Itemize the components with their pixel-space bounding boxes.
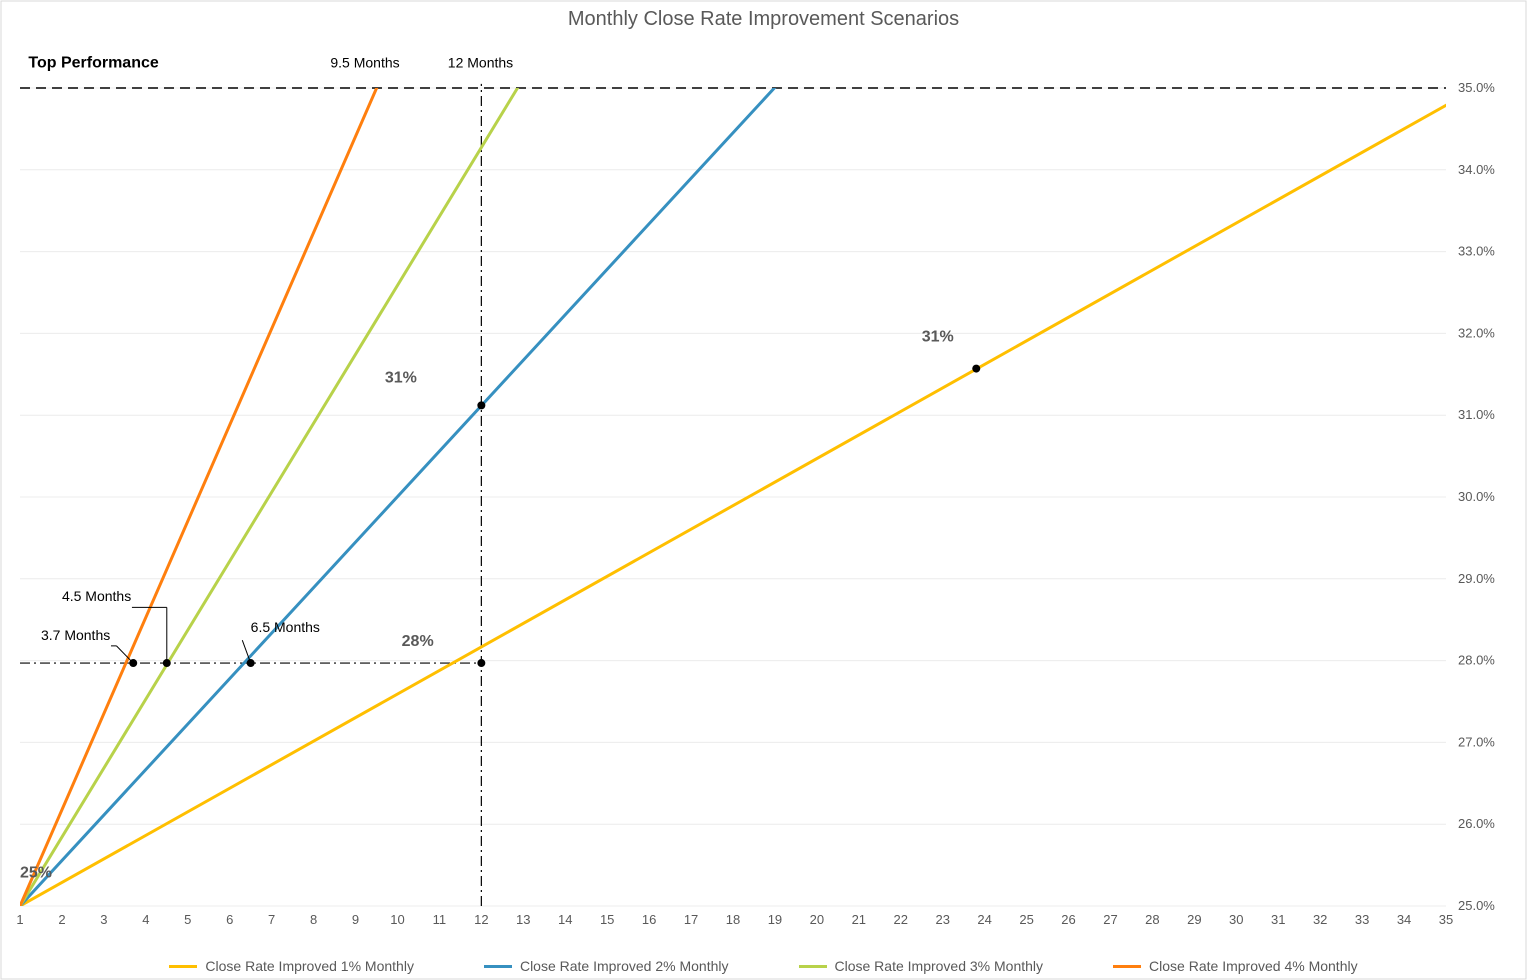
svg-text:26.0%: 26.0% xyxy=(1458,816,1495,831)
svg-text:24: 24 xyxy=(977,912,991,927)
svg-text:28.0%: 28.0% xyxy=(1458,653,1495,668)
legend-item: Close Rate Improved 3% Monthly xyxy=(799,958,1044,974)
svg-text:26: 26 xyxy=(1061,912,1075,927)
annotation: 31% xyxy=(385,369,417,386)
svg-text:13: 13 xyxy=(516,912,530,927)
legend-label: Close Rate Improved 1% Monthly xyxy=(205,958,414,974)
svg-text:25.0%: 25.0% xyxy=(1458,898,1495,913)
legend-swatch xyxy=(169,965,197,968)
svg-text:5: 5 xyxy=(184,912,191,927)
legend-swatch xyxy=(1113,965,1141,968)
svg-text:6: 6 xyxy=(226,912,233,927)
svg-text:7: 7 xyxy=(268,912,275,927)
legend-item: Close Rate Improved 2% Monthly xyxy=(484,958,729,974)
marker-dot xyxy=(972,365,980,373)
svg-text:32: 32 xyxy=(1313,912,1327,927)
svg-text:20: 20 xyxy=(810,912,824,927)
svg-text:1: 1 xyxy=(16,912,23,927)
annotation: 3.7 Months xyxy=(41,627,110,643)
svg-text:25: 25 xyxy=(1019,912,1033,927)
svg-text:18: 18 xyxy=(726,912,740,927)
legend-item: Close Rate Improved 4% Monthly xyxy=(1113,958,1358,974)
svg-text:33.0%: 33.0% xyxy=(1458,244,1495,259)
svg-text:16: 16 xyxy=(642,912,656,927)
svg-text:15: 15 xyxy=(600,912,614,927)
legend-label: Close Rate Improved 4% Monthly xyxy=(1149,958,1358,974)
svg-text:34: 34 xyxy=(1397,912,1411,927)
series-line xyxy=(20,0,1527,906)
svg-text:3: 3 xyxy=(100,912,107,927)
chart-legend: Close Rate Improved 1% Monthly Close Rate… xyxy=(0,958,1527,974)
legend-label: Close Rate Improved 2% Monthly xyxy=(520,958,729,974)
legend-label: Close Rate Improved 3% Monthly xyxy=(835,958,1044,974)
svg-text:30: 30 xyxy=(1229,912,1243,927)
annotation: 25% xyxy=(20,864,52,881)
annotation: 31% xyxy=(922,329,954,346)
svg-text:23: 23 xyxy=(935,912,949,927)
series-line xyxy=(20,0,1527,906)
svg-text:27.0%: 27.0% xyxy=(1458,734,1495,749)
svg-text:2: 2 xyxy=(58,912,65,927)
svg-text:9: 9 xyxy=(352,912,359,927)
svg-text:35.0%: 35.0% xyxy=(1458,80,1495,95)
annotation: 4.5 Months xyxy=(62,588,131,604)
svg-text:30.0%: 30.0% xyxy=(1458,489,1495,504)
svg-text:27: 27 xyxy=(1103,912,1117,927)
svg-text:12: 12 xyxy=(474,912,488,927)
svg-text:8: 8 xyxy=(310,912,317,927)
svg-text:Top Performance: Top Performance xyxy=(28,55,159,72)
marker-dot xyxy=(477,401,485,409)
annotation: 6.5 Months xyxy=(251,619,320,635)
svg-text:33: 33 xyxy=(1355,912,1369,927)
svg-text:14: 14 xyxy=(558,912,572,927)
svg-text:22: 22 xyxy=(894,912,908,927)
annotation: 12 Months xyxy=(448,55,513,71)
svg-text:4: 4 xyxy=(142,912,149,927)
legend-swatch xyxy=(799,965,827,968)
svg-text:31.0%: 31.0% xyxy=(1458,407,1495,422)
chart-svg: 1234567891011121314151617181920212223242… xyxy=(0,0,1527,980)
annotation: 9.5 Months xyxy=(330,55,399,71)
marker-dot xyxy=(477,659,485,667)
svg-text:31: 31 xyxy=(1271,912,1285,927)
chart-container: Monthly Close Rate Improvement Scenarios… xyxy=(0,0,1527,980)
svg-text:29: 29 xyxy=(1187,912,1201,927)
svg-text:17: 17 xyxy=(684,912,698,927)
legend-swatch xyxy=(484,965,512,968)
svg-text:34.0%: 34.0% xyxy=(1458,162,1495,177)
svg-text:11: 11 xyxy=(433,912,447,927)
svg-text:10: 10 xyxy=(390,912,404,927)
svg-text:29.0%: 29.0% xyxy=(1458,571,1495,586)
series-line xyxy=(20,58,1527,906)
svg-text:28: 28 xyxy=(1145,912,1159,927)
svg-text:32.0%: 32.0% xyxy=(1458,325,1495,340)
svg-text:21: 21 xyxy=(852,912,866,927)
legend-item: Close Rate Improved 1% Monthly xyxy=(169,958,414,974)
series-line xyxy=(20,0,1527,906)
annotation: 28% xyxy=(402,633,434,650)
svg-text:35: 35 xyxy=(1439,912,1453,927)
svg-text:19: 19 xyxy=(768,912,782,927)
